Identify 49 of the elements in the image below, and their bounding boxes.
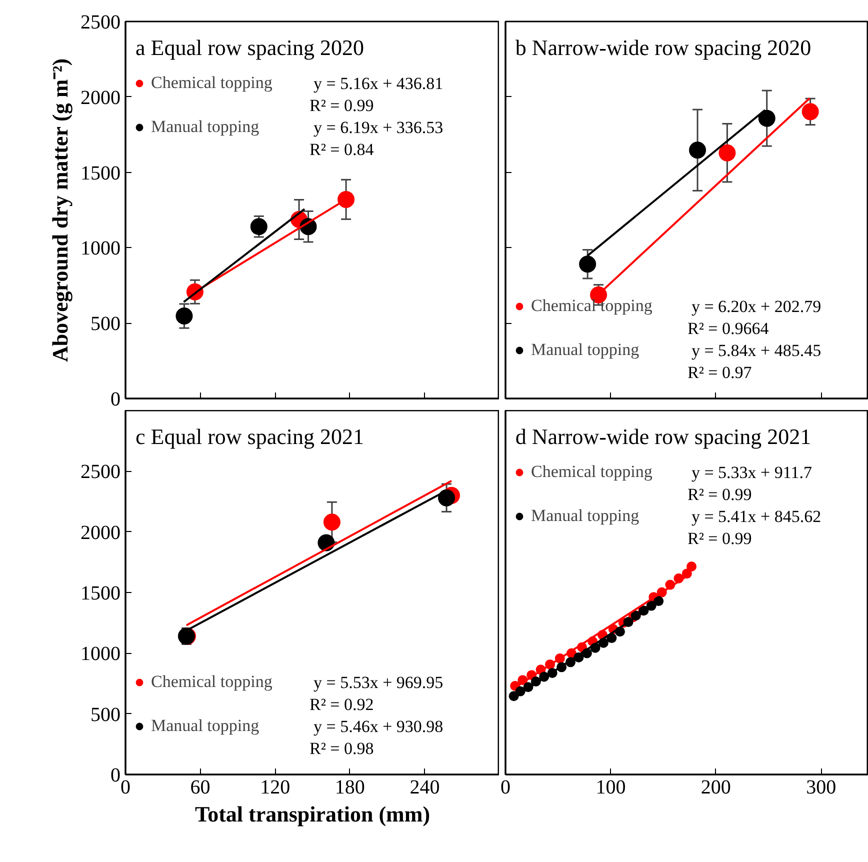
text: a Equal row spacing 2020 [136, 35, 364, 60]
y-tick-label: 500 [90, 704, 120, 726]
x-tick-label: 60 [190, 776, 210, 798]
x-tick-label: 100 [596, 776, 626, 798]
y-tick-label: 500 [90, 313, 120, 336]
x-tick-label: 180 [334, 776, 365, 798]
legend-label: Chemical topping [151, 671, 272, 693]
y-tick-label: 2000 [80, 86, 120, 109]
annotation: R² = 0.98 [310, 739, 374, 758]
x-tick-label: 240 [410, 776, 440, 798]
y-tick-label: 2000 [80, 522, 120, 544]
y-tick-label: 1500 [80, 162, 120, 184]
y-tick-label: 1500 [80, 582, 120, 604]
text: y = 5.41x + 845.62 [691, 507, 822, 526]
x-tick-label: 200 [700, 776, 731, 798]
y-tick-label: 0 [110, 388, 120, 410]
text: c Equal row spacing 2021 [136, 424, 364, 449]
y-tick-label: 1000 [80, 643, 120, 666]
x-tick-label: 120 [260, 776, 290, 798]
annotation: y = 5.16x + 436.81 [314, 74, 444, 93]
chart-title: d Narrow-wide row spacing 2021 [515, 424, 812, 449]
y-tick-label: 2500 [80, 461, 120, 484]
legend-label: Manual topping [531, 505, 640, 527]
annotation: y = 6.20x + 202.79 [691, 297, 822, 316]
x-tick-label: 0 [500, 776, 510, 798]
x-axis-title: Total transpiration (mm) [194, 802, 430, 826]
y-tick-label: 1000 [80, 238, 120, 260]
legend-label: Chemical topping [151, 72, 272, 94]
legend-label: Chemical topping [531, 461, 652, 483]
annotation: y = 5.46x + 930.98 [314, 717, 444, 736]
text: R² = 0.99 [687, 485, 752, 504]
annotation: R² = 0.97 [687, 363, 752, 382]
annotation: R² = 0.84 [310, 140, 374, 159]
legend-label: Chemical topping [531, 295, 652, 317]
annotation: R² = 0.99 [310, 96, 374, 115]
legend-label: Manual topping [531, 339, 640, 361]
text: b Narrow-wide row spacing 2020 [515, 35, 812, 60]
text: y = 5.33x + 911.7 [691, 463, 812, 482]
annotation: R² = 0.92 [310, 695, 374, 714]
text: R² = 0.99 [687, 529, 752, 548]
annotation: y = 6.19x + 336.53 [314, 118, 444, 137]
x-tick-label: 300 [806, 776, 836, 798]
legend-label: Manual topping [151, 715, 260, 737]
annotation: y = 5.53x + 969.95 [314, 673, 444, 692]
legend-label: Manual topping [151, 116, 260, 138]
annotation: y = 5.84x + 485.45 [691, 341, 822, 360]
annotation: R² = 0.9664 [687, 319, 770, 338]
y-tick-label: 2500 [80, 12, 120, 34]
y-axis-title: Aboveground dry matter (g m⁻²) [48, 58, 72, 362]
